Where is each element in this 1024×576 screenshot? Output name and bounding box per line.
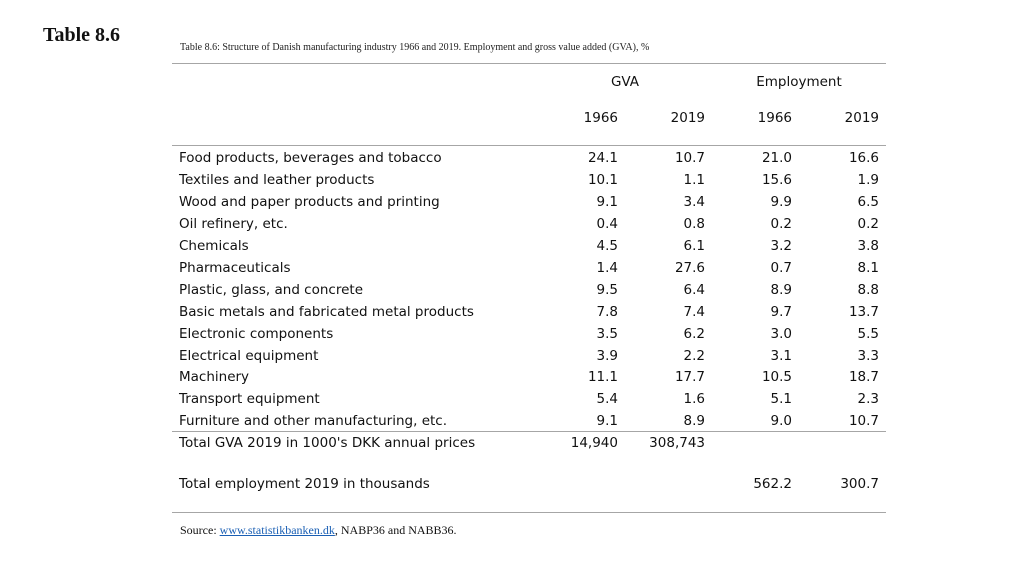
row-label: Oil refinery, etc. <box>179 216 288 232</box>
total-gva-2019: 308,743 <box>649 435 705 451</box>
cell-value: 5.1 <box>770 391 792 407</box>
cell-value: 3.1 <box>770 348 792 364</box>
table-caption: Table 8.6: Structure of Danish manufactu… <box>180 42 650 53</box>
cell-value: 2.3 <box>857 391 879 407</box>
cell-value: 10.7 <box>674 150 705 166</box>
cell-value: 10.5 <box>761 369 792 385</box>
cell-value: 4.5 <box>596 238 618 254</box>
cell-value: 9.9 <box>770 194 792 210</box>
cell-value: 16.6 <box>848 150 879 166</box>
source-suffix: , NABP36 and NABB36. <box>334 523 457 537</box>
row-label: Wood and paper products and printing <box>179 194 440 210</box>
cell-value: 9.1 <box>596 194 618 210</box>
row-label: Transport equipment <box>179 391 320 407</box>
cell-value: 3.4 <box>683 194 705 210</box>
cell-value: 1.9 <box>857 172 879 188</box>
table-bottom-rule <box>172 512 886 513</box>
source-note: Source: www.statistikbanken.dk, NABP36 a… <box>180 523 457 538</box>
row-label: Basic metals and fabricated metal produc… <box>179 304 474 320</box>
source-link[interactable]: www.statistikbanken.dk <box>219 523 335 537</box>
total-gva-1966: 14,940 <box>570 435 618 451</box>
total-employment-label: Total employment 2019 in thousands <box>179 476 430 492</box>
row-label: Food products, beverages and tobacco <box>179 150 442 166</box>
cell-value: 7.8 <box>596 304 618 320</box>
cell-value: 9.7 <box>770 304 792 320</box>
cell-value: 6.5 <box>857 194 879 210</box>
cell-value: 5.5 <box>857 326 879 342</box>
header-rule <box>172 145 886 146</box>
cell-value: 3.9 <box>596 348 618 364</box>
cell-value: 0.4 <box>596 216 618 232</box>
total-employment-2019: 300.7 <box>840 476 879 492</box>
source-prefix: Source: <box>180 523 220 537</box>
cell-value: 3.0 <box>770 326 792 342</box>
cell-value: 3.5 <box>596 326 618 342</box>
cell-value: 11.1 <box>587 369 618 385</box>
cell-value: 10.1 <box>587 172 618 188</box>
cell-value: 3.3 <box>857 348 879 364</box>
table-top-rule <box>172 63 886 64</box>
cell-value: 27.6 <box>674 260 705 276</box>
cell-value: 1.4 <box>596 260 618 276</box>
cell-value: 1.6 <box>683 391 705 407</box>
row-label: Electrical equipment <box>179 348 319 364</box>
cell-value: 9.5 <box>596 282 618 298</box>
cell-value: 24.1 <box>587 150 618 166</box>
totals-rule <box>172 431 886 432</box>
cell-value: 9.0 <box>770 413 792 429</box>
row-label: Pharmaceuticals <box>179 260 291 276</box>
cell-value: 3.8 <box>857 238 879 254</box>
cell-value: 8.8 <box>857 282 879 298</box>
header-gva: GVA <box>610 74 640 90</box>
cell-value: 18.7 <box>848 369 879 385</box>
cell-value: 10.7 <box>848 413 879 429</box>
cell-value: 8.1 <box>857 260 879 276</box>
row-label: Furniture and other manufacturing, etc. <box>179 413 448 429</box>
row-label: Electronic components <box>179 326 334 342</box>
header-emp-1966: 1966 <box>757 110 792 126</box>
cell-value: 15.6 <box>761 172 792 188</box>
row-label: Chemicals <box>179 238 249 254</box>
header-gva-2019: 2019 <box>670 110 705 126</box>
cell-value: 0.7 <box>770 260 792 276</box>
row-label: Textiles and leather products <box>179 172 375 188</box>
cell-value: 0.2 <box>857 216 879 232</box>
cell-value: 5.4 <box>596 391 618 407</box>
cell-value: 21.0 <box>761 150 792 166</box>
cell-value: 6.1 <box>683 238 705 254</box>
cell-value: 9.1 <box>596 413 618 429</box>
slide-title: Table 8.6 <box>43 24 121 46</box>
header-emp-2019: 2019 <box>844 110 879 126</box>
cell-value: 1.1 <box>683 172 705 188</box>
header-employment: Employment <box>756 74 842 90</box>
cell-value: 8.9 <box>683 413 705 429</box>
cell-value: 13.7 <box>848 304 879 320</box>
header-gva-1966: 1966 <box>583 110 618 126</box>
cell-value: 0.2 <box>770 216 792 232</box>
cell-value: 0.8 <box>683 216 705 232</box>
cell-value: 6.4 <box>683 282 705 298</box>
cell-value: 3.2 <box>770 238 792 254</box>
cell-value: 2.2 <box>683 348 705 364</box>
cell-value: 8.9 <box>770 282 792 298</box>
cell-value: 7.4 <box>683 304 705 320</box>
total-gva-label: Total GVA 2019 in 1000's DKK annual pric… <box>179 435 476 451</box>
row-label: Plastic, glass, and concrete <box>179 282 363 298</box>
row-label: Machinery <box>179 369 250 385</box>
cell-value: 17.7 <box>674 369 705 385</box>
total-employment-1966: 562.2 <box>753 476 792 492</box>
cell-value: 6.2 <box>683 326 705 342</box>
